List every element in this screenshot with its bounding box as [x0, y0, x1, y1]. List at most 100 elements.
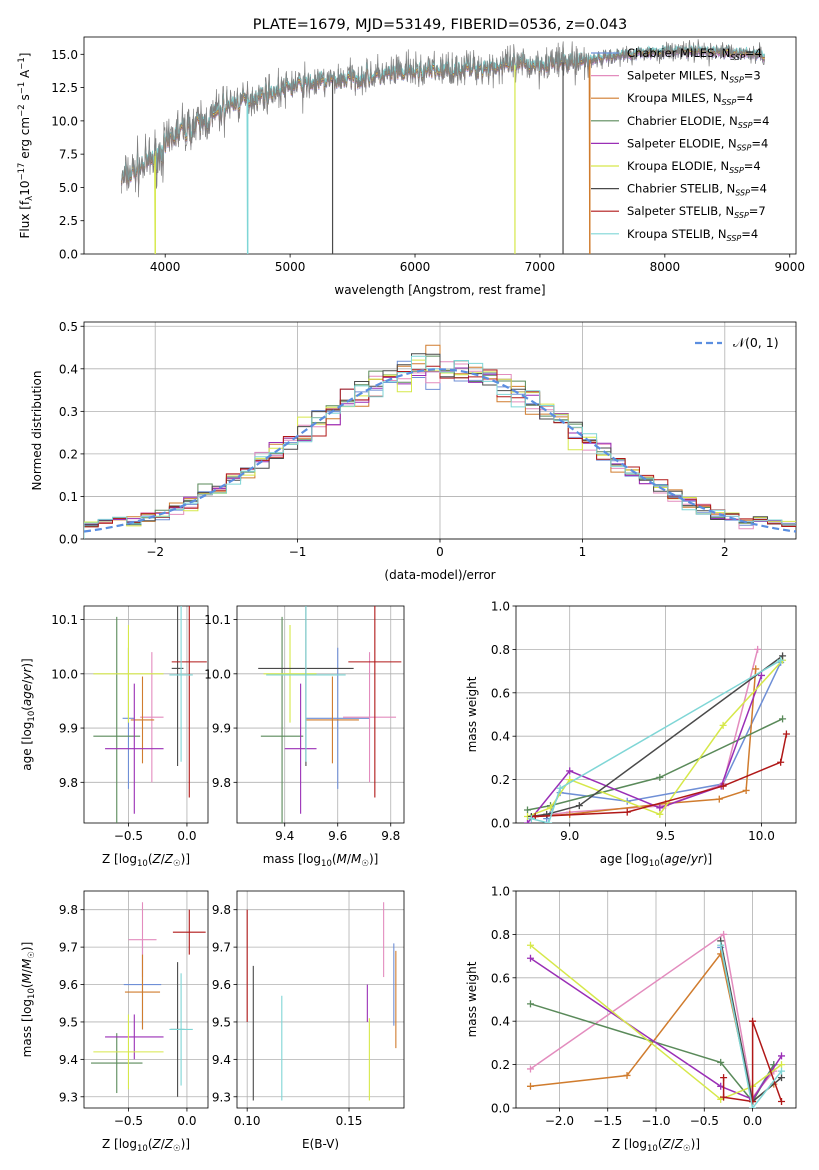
spectrum-axes: 4000 5000 6000 7000 8000 9000 0.0 2.5 5.0 7.5 10.0…: [51, 36, 805, 274]
mass-weight-vs-age-ytick-label: 0.2: [491, 773, 510, 787]
spectrum-legend-label: Salpeter STELIB, NSSP=7: [627, 204, 766, 220]
mass-vs-ebv-ytick-label: 9.6: [212, 978, 231, 992]
spectrum-ytick-label: 12.5: [51, 81, 78, 95]
mass-weight-vs-z-xtick-label: 0.0: [743, 1114, 762, 1128]
spectrum-legend-label: Kroupa MILES, NSSP=4: [627, 91, 753, 107]
spectrum-legend-label: Chabrier STELIB, NSSP=4: [627, 182, 767, 198]
mass-weight-vs-z-series-marker: [778, 1067, 786, 1075]
mass-vs-z-xtick-label: −0.5: [114, 1114, 143, 1128]
mass-weight-vs-z-ytick-label: 0.8: [491, 928, 510, 942]
age-vs-mass-ytick-label: 9.9: [212, 722, 231, 736]
mass-weight-vs-z-ytick-label: 0.0: [491, 1102, 510, 1116]
mass-vs-ebv-ytick-label: 9.4: [212, 1053, 231, 1067]
mass-vs-z-plot-area: [91, 902, 206, 1097]
mass-vs-ebv-ytick-label: 9.5: [212, 1015, 231, 1029]
mass-weight-vs-age-series-marker: [527, 815, 535, 823]
mass-weight-vs-age-series-marker: [656, 804, 664, 812]
mass-weight-vs-z-xtick-label: −2.0: [545, 1114, 574, 1128]
spectrum-xtick-label: 5000: [275, 260, 306, 274]
mass-weight-vs-age-series-marker: [777, 758, 785, 766]
mass-weight-vs-age-series-marker: [719, 721, 727, 729]
spectrum-legend-label: Salpeter ELODIE, NSSP=4: [627, 136, 768, 152]
residuals-frame: [83, 321, 797, 540]
spectrum-xtick-label: 7000: [525, 260, 556, 274]
age-vs-z-frame: [83, 605, 209, 824]
mass-weight-vs-age-axes: 9.0 9.5 10.0 0.0 0.2 0.4 0.6 0.8 1.0: [491, 600, 797, 843]
mass-weight-vs-age-series-line: [546, 662, 782, 820]
mass-vs-ebv-axes: 0.10 0.15 9.3 9.4 9.5 9.6 9.7 9.8: [212, 890, 405, 1128]
mass-weight-vs-age-ytick-label: 0.8: [491, 643, 510, 657]
mass-weight-vs-z-xtick-label: −1.5: [593, 1114, 622, 1128]
age-vs-mass-xlabel: mass [log10(M/M☉)]: [263, 852, 379, 869]
age-vs-z-ytick-label: 9.9: [59, 722, 78, 736]
spectrum-ytick-label: 2.5: [59, 214, 78, 228]
spectrum-legend-label: Chabrier MILES, NSSP=4: [627, 46, 762, 62]
mass-vs-z-xlabel: Z [log10(Z/Z☉)]: [102, 1137, 190, 1154]
mass-weight-vs-z-plot-area: [526, 930, 786, 1108]
spectrum-legend-label: Kroupa ELODIE, NSSP=4: [627, 159, 761, 175]
mass-vs-z-ylabel: mass [log10(M/M☉)]: [20, 942, 37, 1058]
residuals-xlabel: (data-model)/error: [384, 568, 495, 582]
mass-weight-vs-z-series-marker: [526, 954, 534, 962]
age-vs-mass-ytick-label: 10.1: [204, 613, 231, 627]
mass-weight-vs-z-series-marker: [778, 1074, 786, 1082]
mass-weight-vs-z-xtick-label: −1.0: [641, 1114, 670, 1128]
residuals-ylabel: Normed distribution: [30, 371, 44, 491]
mass-weight-vs-z-ytick-label: 0.2: [491, 1058, 510, 1072]
spectrum-ytick-label: 10.0: [51, 114, 78, 128]
spectrum-ytick-label: 7.5: [59, 148, 78, 162]
mass-vs-ebv-xtick-label: 0.15: [336, 1114, 363, 1128]
residuals-ytick-label: 0.5: [59, 320, 78, 334]
spectrum-xtick-label: 4000: [150, 260, 181, 274]
residuals-xtick-label: 0: [436, 545, 444, 559]
spectrum-ylabel: Flux [fλ10−17 erg cm−2 s−1 A−1]: [17, 53, 35, 239]
mass-weight-vs-z-series-line: [530, 1003, 775, 1103]
mass-weight-vs-z-series-marker: [717, 1058, 725, 1066]
mass-vs-z-ytick-label: 9.3: [59, 1090, 78, 1104]
mass-weight-vs-z-series-line: [530, 944, 782, 1101]
spectrum-xtick-label: 9000: [774, 260, 805, 274]
mass-weight-vs-age-series-marker: [545, 819, 553, 823]
mass-weight-vs-z-series-marker: [749, 1104, 757, 1108]
mass-weight-vs-age-xtick-label: 9.0: [560, 829, 579, 843]
mass-weight-vs-age-ytick-label: 0.4: [491, 730, 510, 744]
age-vs-mass-ytick-label: 9.8: [212, 776, 231, 790]
mass-weight-vs-age-series-marker: [715, 795, 723, 803]
residuals-xtick-label: 2: [721, 545, 729, 559]
spectrum-xtick-label: 8000: [650, 260, 681, 274]
residuals-plot-area: [84, 344, 796, 539]
mass-vs-ebv-plot-area: [246, 902, 397, 1101]
mass-weight-vs-age-series-marker: [754, 645, 762, 653]
mass-weight-vs-age-xlabel: age [log10(age/yr)]: [600, 852, 713, 869]
mass-weight-vs-z-frame: [515, 890, 797, 1109]
residuals-axes: −2 −1 0 1 2 0.0 0.1 0.2 0.3 0.4 0.5: [59, 320, 797, 559]
mass-weight-vs-age-ytick-label: 0.6: [491, 686, 510, 700]
mass-weight-vs-z-series-marker: [778, 1052, 786, 1060]
residuals-ytick-label: 0.1: [59, 490, 78, 504]
mass-weight-vs-age-series-marker: [623, 808, 631, 816]
spectrum-ytick-label: 0.0: [59, 248, 78, 262]
spectrum-legend: Chabrier MILES, NSSP=4 Salpeter MILES, NS…: [591, 46, 769, 243]
mass-weight-vs-z-series-marker: [717, 941, 725, 949]
mass-weight-vs-age-series-marker: [656, 773, 664, 781]
age-vs-mass-frame: [236, 605, 405, 824]
mass-weight-vs-z-series-line: [722, 1020, 783, 1103]
age-vs-mass-xtick-label: 9.4: [275, 829, 294, 843]
mass-vs-z-xtick-label: 0.0: [177, 1114, 196, 1128]
mass-vs-ebv-ytick-label: 9.7: [212, 941, 231, 955]
mass-weight-vs-age-ylabel: mass weight: [465, 676, 479, 752]
mass-weight-vs-age-frame: [515, 605, 797, 824]
mass-weight-vs-age-ytick-label: 0.0: [491, 817, 510, 831]
spectrum-legend-label: Kroupa STELIB, NSSP=4: [627, 227, 758, 243]
age-vs-mass-axes: 9.4 9.6 9.8 9.8 9.9 10.0 10.1: [204, 605, 405, 843]
age-vs-z-xtick-label: −0.5: [114, 829, 143, 843]
spectrum-ytick-label: 15.0: [51, 48, 78, 62]
residuals-xtick-label: −1: [289, 545, 307, 559]
mass-vs-z-axes: −0.5 0.0 9.3 9.4 9.5 9.6 9.7 9.8: [59, 890, 209, 1128]
residuals-legend: 𝒩(0, 1): [695, 335, 779, 350]
mass-weight-vs-age-xtick-label: 9.5: [656, 829, 675, 843]
age-vs-z-ytick-label: 10.0: [51, 667, 78, 681]
mass-weight-vs-age-series-line: [527, 659, 784, 818]
mass-weight-vs-age-series-line: [535, 649, 759, 818]
mass-weight-vs-age-series-marker: [524, 819, 532, 823]
